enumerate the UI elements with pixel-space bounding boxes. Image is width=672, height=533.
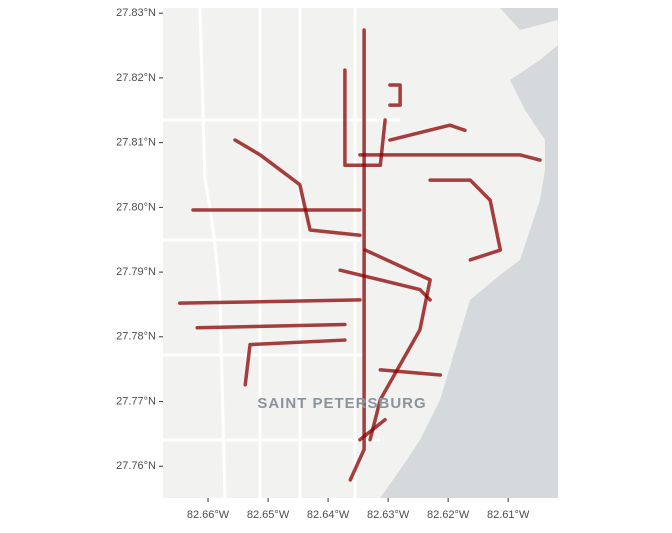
y-tick-label: 27.80°N [116, 201, 156, 213]
y-tick-label: 27.81°N [116, 137, 156, 149]
y-tick-label: 27.83°N [116, 7, 156, 19]
place-label: SAINT PETERSBURG [257, 395, 426, 412]
x-tick-label: 82.66°W [187, 509, 230, 521]
road [198, 7, 207, 181]
x-tick-label: 82.65°W [247, 509, 290, 521]
track [388, 123, 467, 142]
x-tick-label: 82.61°W [487, 509, 530, 521]
track [233, 138, 362, 237]
track [358, 417, 387, 442]
y-tick-label: 27.79°N [116, 266, 156, 278]
y-tick-label: 27.78°N [116, 331, 156, 343]
track [378, 368, 443, 377]
tracks [178, 28, 542, 482]
basemap [163, 7, 558, 499]
track [348, 28, 366, 482]
y-tick-label: 27.82°N [116, 72, 156, 84]
x-tick-label: 82.64°W [307, 509, 350, 521]
track [363, 248, 432, 442]
y-tick-label: 27.76°N [116, 460, 156, 472]
x-tick-label: 82.62°W [427, 509, 470, 521]
track [358, 153, 542, 162]
x-tick-label: 82.63°W [367, 509, 410, 521]
track [338, 268, 432, 302]
water [380, 8, 558, 498]
track [178, 298, 362, 305]
track [195, 322, 347, 330]
track [243, 338, 347, 387]
track [428, 178, 503, 262]
axes: 27.76°N 27.77°N 27.78°N 27.79°N 27.80°N 27.81… [116, 7, 530, 521]
track [343, 68, 387, 168]
y-tick-label: 27.77°N [116, 395, 156, 407]
roads [163, 7, 400, 499]
track [388, 83, 402, 107]
